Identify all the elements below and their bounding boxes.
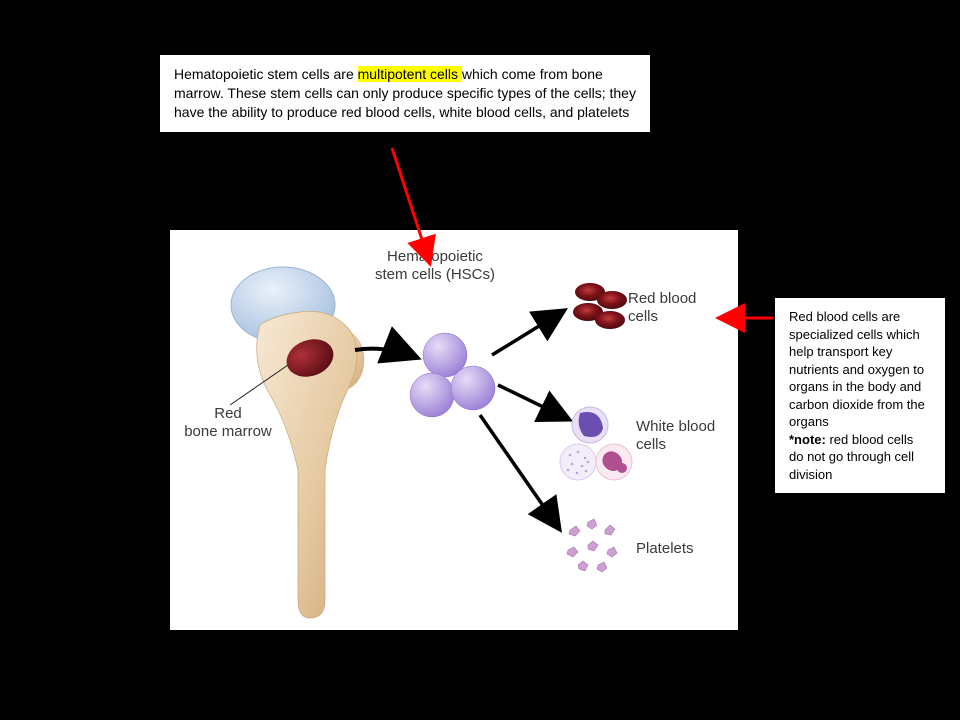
annotation-top: Hematopoietic stem cells are multipotent… — [160, 55, 650, 132]
label-plt: Platelets — [636, 540, 716, 558]
label-rbm: Red bone marrow — [178, 405, 278, 441]
annotation-right-note-label: *note: — [789, 432, 826, 447]
label-hsc-l2: stem cells (HSCs) — [375, 266, 495, 283]
platelets-cluster-icon — [567, 519, 617, 572]
label-wbc-l2: cells — [636, 436, 666, 453]
label-rbc-l2: cells — [628, 308, 658, 325]
arrow-to-plt — [480, 415, 560, 530]
label-rbc: Red blood cells — [628, 290, 723, 326]
bone-icon — [231, 267, 364, 618]
label-rbc-l1: Red blood — [628, 290, 696, 307]
label-rbm-l2: bone marrow — [184, 423, 272, 440]
rbc-cluster-icon — [573, 283, 627, 329]
label-wbc: White blood cells — [636, 418, 741, 454]
wbc-cluster-icon — [560, 407, 632, 480]
label-rbm-l1: Red — [214, 405, 242, 422]
label-wbc-l1: White blood — [636, 418, 715, 435]
label-plt-text: Platelets — [636, 540, 694, 557]
hsc-cluster-icon — [410, 333, 495, 417]
arrow-to-wbc — [498, 385, 570, 420]
annotation-top-highlight: multipotent cells — [358, 66, 462, 82]
arrow-to-rbc — [492, 310, 565, 355]
label-hsc-l1: Hematopoietic — [387, 248, 483, 265]
annotation-top-pre: Hematopoietic stem cells are — [174, 66, 358, 82]
annotation-right-text: Red blood cells are specialized cells wh… — [789, 309, 925, 429]
annotation-right: Red blood cells are specialized cells wh… — [775, 298, 945, 493]
label-hsc: Hematopoietic stem cells (HSCs) — [350, 248, 520, 284]
arrow-bone-to-hsc — [355, 349, 418, 358]
